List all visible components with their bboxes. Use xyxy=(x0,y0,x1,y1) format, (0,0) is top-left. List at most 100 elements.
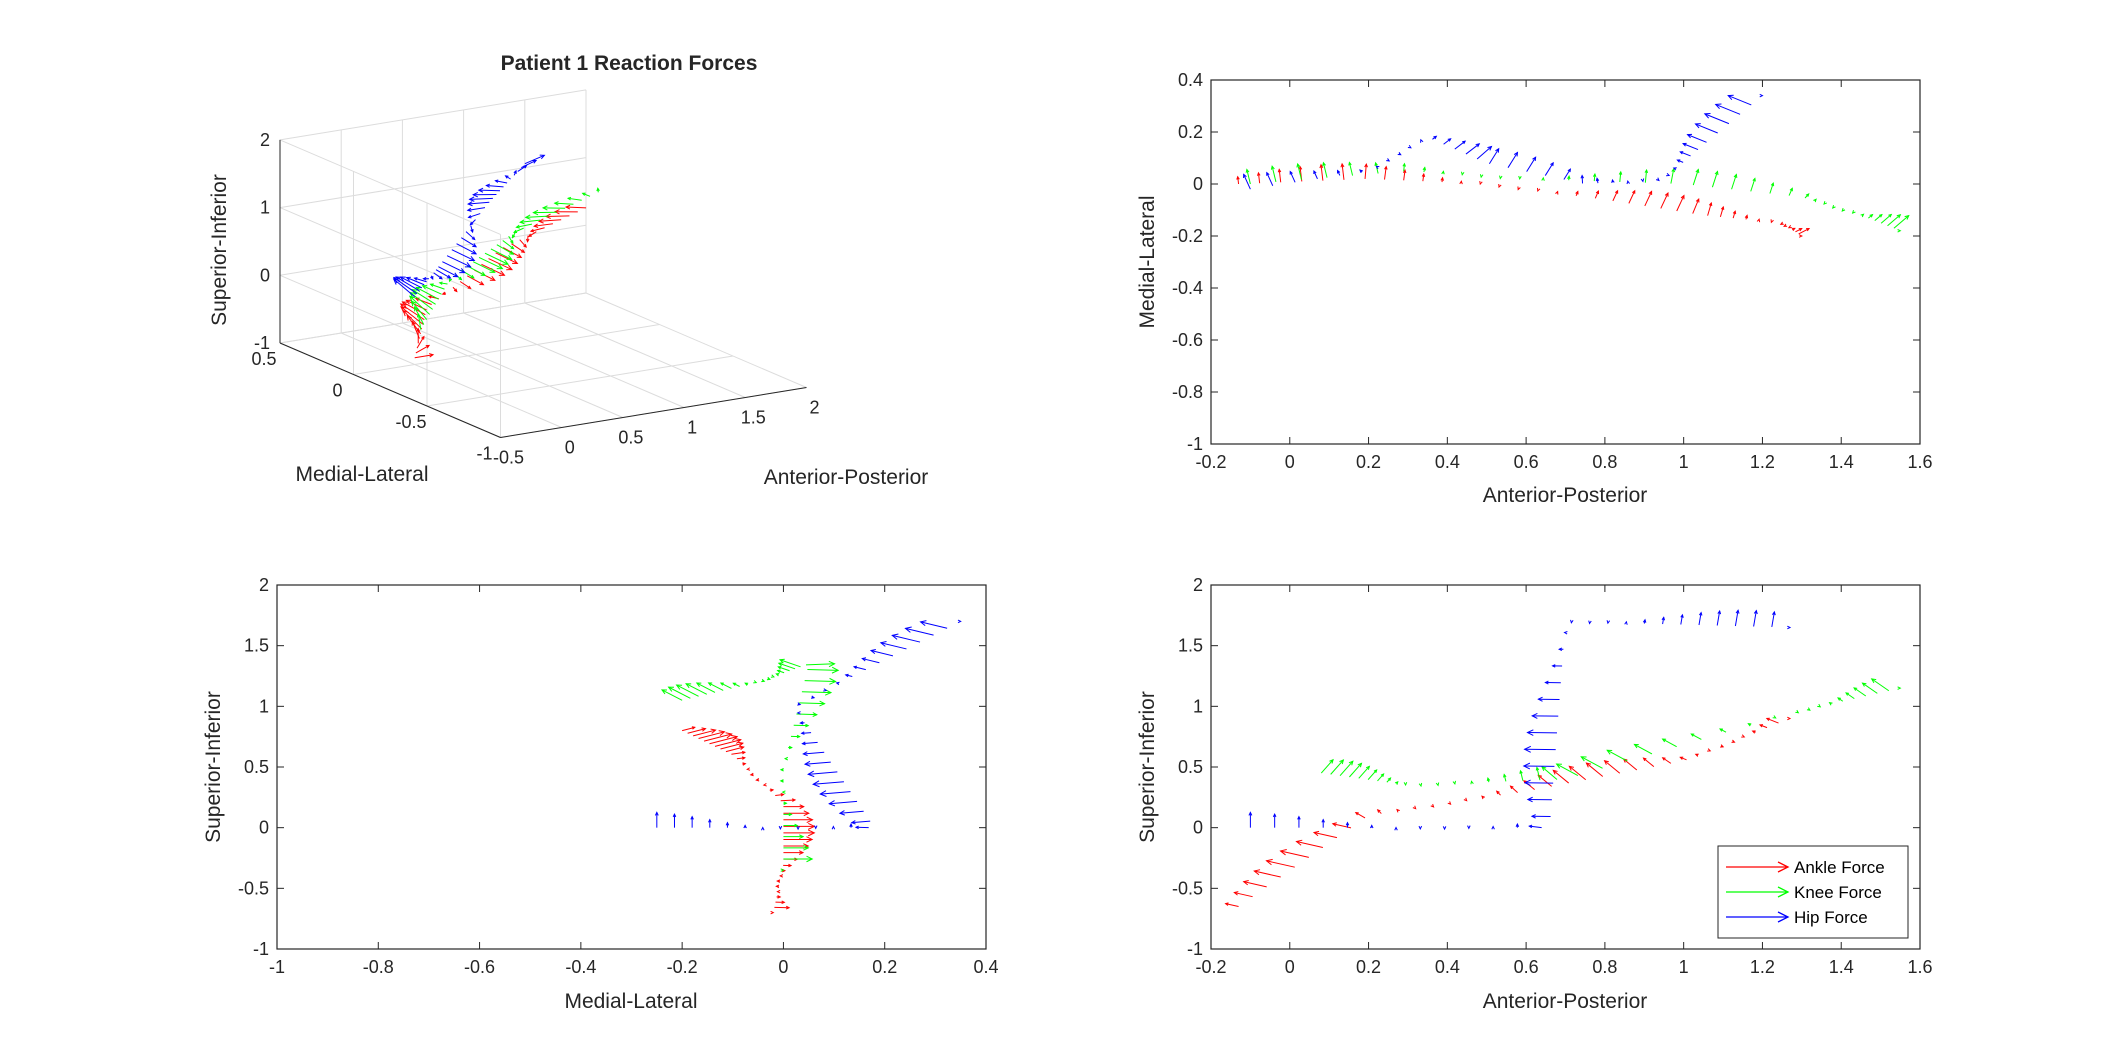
quiver-arrow-1-head xyxy=(1441,170,1445,175)
quiver-arrow-2-shaft xyxy=(1680,614,1683,625)
3d-quiver-arrow-0-shaft xyxy=(519,239,527,248)
3d-quiver-arrow-2-shaft xyxy=(517,165,527,172)
quiver-arrow-0-shaft xyxy=(1313,832,1338,839)
quiver-arrow-0-shaft xyxy=(1403,170,1406,181)
3d-quiver-arrow-2 xyxy=(405,276,425,286)
quiver-arrow-2-shaft xyxy=(1243,174,1251,190)
quiver-arrow-0-head xyxy=(1756,218,1761,223)
quiver-arrow-1 xyxy=(1719,728,1727,733)
quiver-arrow-1-head xyxy=(1878,213,1883,218)
quiver-arrow-2-head xyxy=(1563,631,1568,635)
quiver-arrow-0-head xyxy=(1279,849,1287,856)
quiver-arrow-1-head xyxy=(1690,733,1695,737)
3d-quiver-arrow-0-head xyxy=(520,249,526,253)
quiver-arrow-1 xyxy=(793,723,810,728)
quiver-arrow-0-head xyxy=(1758,724,1764,728)
quiver-arrow-0-head xyxy=(776,889,781,894)
quiver-arrow-1-shaft xyxy=(1503,774,1507,782)
3d-quiver-arrow-2-head xyxy=(438,275,443,280)
quiver-arrow-0 xyxy=(1481,795,1485,800)
3d-quiver-arrow-0-head xyxy=(498,270,506,276)
quiver-arrow-1 xyxy=(1870,678,1890,692)
3d-quiver-arrow-0-head xyxy=(564,204,571,210)
quiver-arrow-1-shaft xyxy=(1862,682,1878,694)
quiver-arrow-1 xyxy=(783,801,788,805)
quiver-arrow-1-head xyxy=(1904,214,1910,220)
quiver-arrow-1-head xyxy=(777,666,782,670)
quiver-arrow-0-head xyxy=(1694,753,1699,757)
quiver-arrow-1 xyxy=(770,674,775,678)
3d-quiver-arrow-2-shaft xyxy=(451,249,475,262)
quiver-arrow-1-head xyxy=(1503,773,1507,778)
quiver-arrow-2 xyxy=(1682,142,1699,151)
x-tick-label: 0.2 xyxy=(1356,957,1381,977)
3d-quiver-arrow-0 xyxy=(537,218,562,224)
quiver-arrow-0-shaft xyxy=(1628,190,1636,204)
quiver-arrow-2-head xyxy=(1550,161,1554,167)
quiver-arrow-0 xyxy=(1552,769,1570,784)
quiver-arrow-2 xyxy=(1369,824,1374,829)
quiver-arrow-1 xyxy=(1322,161,1328,178)
quiver-arrow-0-head xyxy=(742,762,747,766)
quiver-arrow-2-head xyxy=(838,810,845,816)
quiver-arrow-2 xyxy=(1515,822,1520,828)
quiver-arrow-0 xyxy=(746,767,751,771)
quiver-arrow-0-head xyxy=(1661,757,1666,761)
quiver-arrow-2 xyxy=(803,760,831,767)
quiver-arrow-0 xyxy=(703,732,733,742)
quiver-arrow-0-head xyxy=(1798,228,1803,232)
quiver-arrow-0 xyxy=(776,879,781,883)
quiver-arrow-2-head xyxy=(861,657,867,662)
quiver-arrow-0-shaft xyxy=(687,728,706,734)
quiver-arrow-2 xyxy=(1551,664,1563,668)
quiver-arrow-2-head xyxy=(1640,178,1645,183)
quiver-arrow-2-head xyxy=(1272,813,1277,818)
quiver-arrow-1-head xyxy=(1845,692,1850,696)
quiver-arrow-1-shaft xyxy=(1339,760,1354,777)
quiver-arrow-2-shaft xyxy=(1313,170,1318,180)
3d-quiver-arrow-2 xyxy=(524,154,546,165)
y-tick-label: -1 xyxy=(253,939,269,959)
quiver-arrow-0-shaft xyxy=(1660,192,1669,209)
quiver-arrow-2-head xyxy=(1345,821,1350,826)
quiver-arrow-0 xyxy=(1384,165,1388,180)
quiver-arrow-2-head xyxy=(796,711,801,715)
quiver-arrow-0-head xyxy=(730,734,739,742)
quiver-arrow-2-shaft xyxy=(862,658,880,664)
3d-quiver-arrow-1-head xyxy=(480,271,487,276)
quiver-arrow-2 xyxy=(1698,611,1703,626)
quiver-arrow-0 xyxy=(780,798,797,802)
quiver-arrow-0-shaft xyxy=(1552,770,1570,784)
quiver-arrow-1 xyxy=(766,676,772,681)
quiver-arrow-2-head xyxy=(1337,169,1341,174)
quiver-arrow-2-head xyxy=(1442,826,1447,831)
quiver-arrow-2-head xyxy=(1682,142,1687,147)
quiver-arrow-1-head xyxy=(794,823,799,828)
quiver-arrow-1-head xyxy=(660,689,667,695)
3d-quiver-arrow-0 xyxy=(415,344,431,354)
quiver-arrow-2-shaft xyxy=(920,621,948,629)
quiver-arrow-2-head xyxy=(1666,172,1671,177)
quiver-arrow-1 xyxy=(719,682,732,689)
quiver-arrow-0 xyxy=(1319,163,1324,181)
x-tick-label: 0.8 xyxy=(1592,957,1617,977)
quiver-arrow-2 xyxy=(1563,168,1571,180)
quiver-arrow-1-head xyxy=(806,855,814,863)
quiver-arrow-2-shaft xyxy=(905,627,934,636)
quiver-arrow-1-shaft xyxy=(1320,759,1334,774)
quiver-arrow-1 xyxy=(1535,766,1541,781)
grid-back-z xyxy=(279,157,587,209)
quiver-arrow-1-head xyxy=(1714,170,1719,176)
legend-arrowhead-ankle xyxy=(1777,861,1790,873)
quiver-arrow-2 xyxy=(1679,151,1691,157)
3d-quiver-arrow-2-shaft xyxy=(433,272,443,280)
3d-quiver-arrow-1-shaft xyxy=(411,289,436,305)
quiver-arrow-0-shaft xyxy=(1510,785,1518,793)
quiver-arrow-1-head xyxy=(1592,172,1597,178)
3d-quiver-arrow-2-head xyxy=(539,154,546,160)
quiver-arrow-0-head xyxy=(1481,795,1485,800)
quiver-arrow-2-head xyxy=(1551,664,1556,668)
quiver-arrow-0-head xyxy=(1319,163,1324,169)
3d-quiver-arrow-0-head xyxy=(400,306,408,313)
x-tick-label: 0.4 xyxy=(1435,452,1460,472)
